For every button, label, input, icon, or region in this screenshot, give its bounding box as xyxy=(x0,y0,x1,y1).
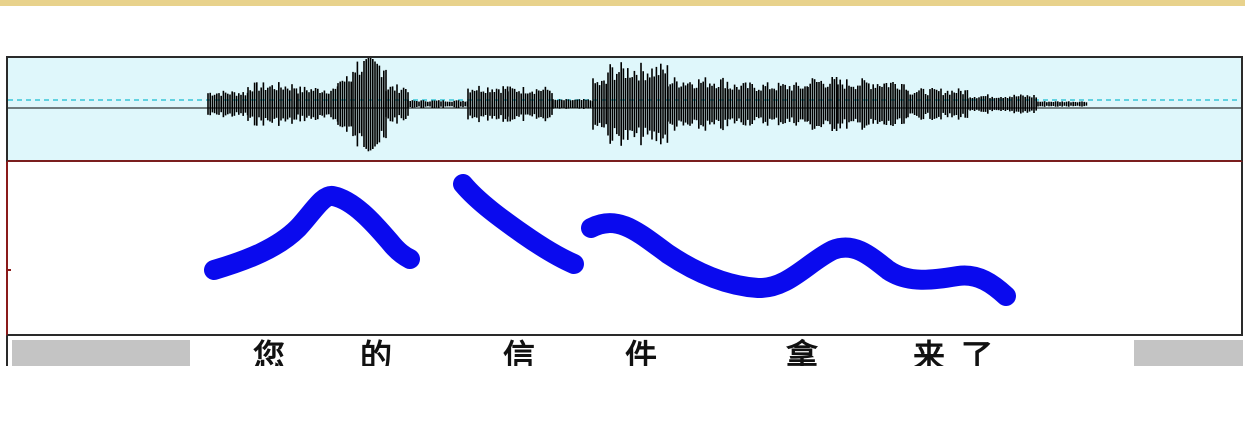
pitch-contour-jian-nalai-le xyxy=(581,213,1016,306)
window-top-band xyxy=(0,0,1245,6)
pitch-panel xyxy=(6,162,1243,336)
waveform-svg xyxy=(8,58,1241,152)
speech-analysis-view: 您 的 信 件 拿 来 了 xyxy=(6,56,1243,366)
syllable-label: 您 xyxy=(253,337,286,366)
pitch-contour-de-xin xyxy=(453,174,584,274)
syllable-label: 来 xyxy=(913,337,946,366)
syllable-label: 了 xyxy=(961,337,994,366)
scrollbar-right-segment[interactable] xyxy=(1134,340,1243,366)
syllable-label-bar: 您 的 信 件 拿 来 了 xyxy=(6,336,1243,366)
syllable-label: 的 xyxy=(360,337,393,366)
syllable-label: 件 xyxy=(625,337,658,366)
syllable-label: 拿 xyxy=(786,337,819,366)
syllable-label: 信 xyxy=(503,337,536,366)
pitch-svg xyxy=(8,174,1016,306)
pitch-contour-nin xyxy=(204,186,420,280)
scrollbar-left-segment[interactable] xyxy=(12,340,190,366)
waveform-signal xyxy=(207,58,1088,152)
waveform-panel xyxy=(6,56,1243,162)
